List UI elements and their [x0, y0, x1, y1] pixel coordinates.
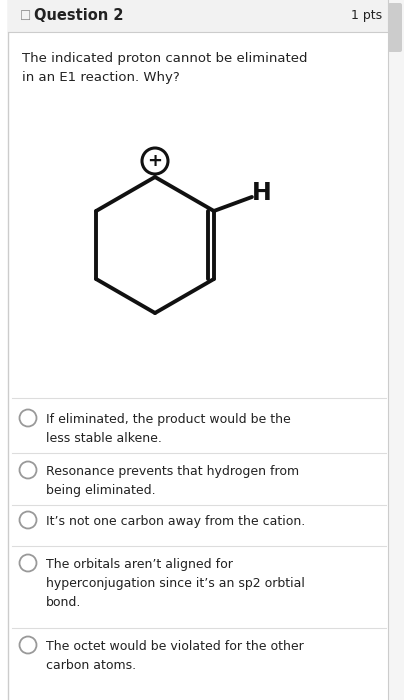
Text: +: + — [147, 152, 162, 170]
Text: Resonance prevents that hydrogen from
being eliminated.: Resonance prevents that hydrogen from be… — [46, 465, 299, 497]
Text: Question 2: Question 2 — [34, 8, 124, 24]
Text: H: H — [252, 181, 272, 205]
Text: The octet would be violated for the other
carbon atoms.: The octet would be violated for the othe… — [46, 640, 304, 672]
Bar — [388, 0, 404, 700]
Text: The orbitals aren’t aligned for
hyperconjugation since it’s an sp2 orbtial
bond.: The orbitals aren’t aligned for hypercon… — [46, 558, 305, 609]
FancyBboxPatch shape — [388, 3, 402, 52]
Text: The indicated proton cannot be eliminated
in an E1 reaction. Why?: The indicated proton cannot be eliminate… — [22, 52, 307, 84]
Bar — [8, 0, 388, 32]
Text: 1 pts: 1 pts — [351, 10, 382, 22]
Text: ☐: ☐ — [20, 10, 31, 22]
Text: It’s not one carbon away from the cation.: It’s not one carbon away from the cation… — [46, 515, 305, 528]
Text: If eliminated, the product would be the
less stable alkene.: If eliminated, the product would be the … — [46, 413, 291, 445]
